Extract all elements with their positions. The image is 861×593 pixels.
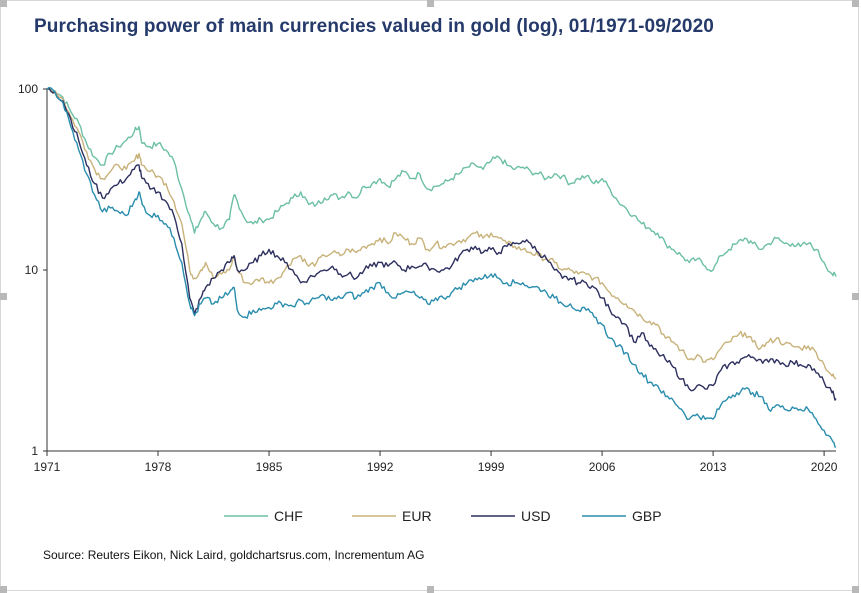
legend-label-usd: USD	[521, 508, 551, 524]
x-tick-label: 1978	[145, 460, 172, 474]
resize-handle-middle-right[interactable]	[852, 293, 859, 300]
source-note: Source: Reuters Eikon, Nick Laird, goldc…	[43, 548, 425, 562]
x-tick-label: 1971	[34, 460, 61, 474]
y-tick-label: 100	[18, 82, 38, 96]
x-tick-label: 1999	[478, 460, 505, 474]
series-line-chf	[46, 88, 837, 277]
x-tick-label: 1992	[367, 460, 394, 474]
x-tick-label: 2006	[589, 460, 616, 474]
resize-handle-bottom-left[interactable]	[0, 586, 7, 593]
x-tick-label: 2020	[811, 460, 838, 474]
resize-handle-bottom-middle[interactable]	[427, 586, 434, 593]
x-tick-label: 1985	[256, 460, 283, 474]
y-tick-label: 1	[31, 444, 38, 458]
legend-label-chf: CHF	[274, 508, 303, 524]
resize-handle-top-right[interactable]	[852, 0, 859, 7]
y-tick-label: 10	[25, 263, 39, 277]
resize-handle-bottom-right[interactable]	[852, 586, 859, 593]
resize-handle-top-left[interactable]	[0, 0, 7, 7]
series-line-eur	[46, 88, 837, 380]
chart-title: Purchasing power of main currencies valu…	[34, 16, 714, 37]
x-tick-label: 2013	[700, 460, 727, 474]
series-line-gbp	[46, 86, 837, 448]
resize-handle-top-middle[interactable]	[427, 0, 434, 7]
legend-label-gbp: GBP	[632, 508, 662, 524]
legend-label-eur: EUR	[402, 508, 432, 524]
series-line-usd	[46, 87, 837, 401]
resize-handle-middle-left[interactable]	[0, 293, 7, 300]
